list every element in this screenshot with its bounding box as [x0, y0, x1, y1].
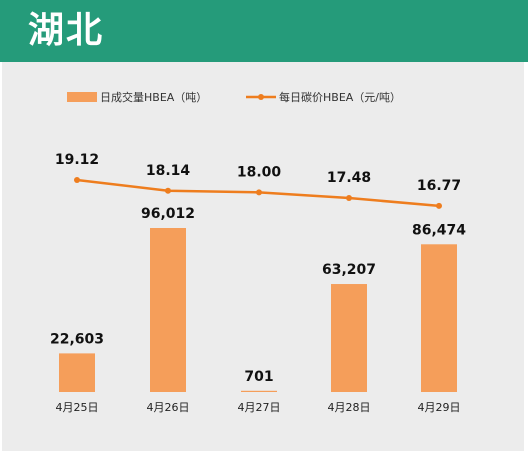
- bar-value-label: 22,603: [50, 331, 104, 347]
- x-axis-ticks: 4月25日 4月26日 4月27日 4月28日 4月29日: [56, 401, 461, 414]
- line-value-label: 18.00: [237, 164, 282, 180]
- legend-line-marker: [258, 94, 264, 100]
- x-tick-label: 4月25日: [56, 401, 99, 414]
- line-point: [346, 195, 352, 202]
- legend: 日成交量HBEA（吨） 每日碳价HBEA（元/吨）: [67, 90, 401, 104]
- header-banner: 湖北: [0, 0, 528, 62]
- bar-series: 22,603 96,012 701 63,207 86,474: [50, 206, 466, 392]
- x-tick-label: 4月29日: [418, 401, 461, 414]
- bar: [331, 284, 367, 392]
- line-value-label: 19.12: [55, 152, 99, 168]
- bar-value-label: 701: [244, 369, 273, 385]
- bar-value-label: 86,474: [412, 222, 466, 238]
- line-value-label: 17.48: [327, 170, 371, 186]
- line-point: [74, 177, 80, 183]
- bar: [421, 244, 457, 392]
- x-tick-label: 4月27日: [238, 401, 281, 414]
- bar: [150, 228, 186, 392]
- bar: [241, 390, 277, 392]
- line-value-label: 16.77: [417, 178, 461, 194]
- line-series: 19.12 18.14 18.00 17.48 16.77: [55, 152, 461, 209]
- legend-line-label: 每日碳价HBEA（元/吨）: [279, 90, 401, 104]
- x-tick-label: 4月28日: [328, 401, 371, 414]
- x-tick-label: 4月26日: [147, 401, 190, 414]
- line-point: [165, 187, 171, 194]
- page-title: 湖北: [28, 10, 105, 51]
- line-point: [436, 202, 442, 209]
- bar: [59, 353, 95, 392]
- legend-bar-swatch: [67, 92, 97, 102]
- bar-value-label: 63,207: [322, 262, 376, 278]
- line-point: [256, 189, 262, 196]
- line-value-label: 18.14: [146, 163, 191, 179]
- legend-bar-label: 日成交量HBEA（吨）: [100, 90, 207, 104]
- bar-value-label: 96,012: [141, 206, 195, 222]
